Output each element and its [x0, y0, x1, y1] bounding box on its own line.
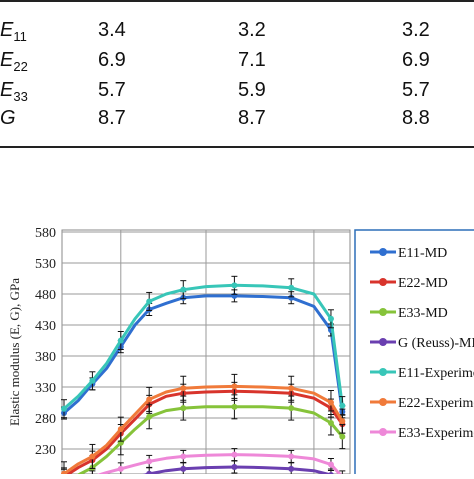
data-point: [146, 414, 152, 420]
y-tick-label: 480: [35, 288, 56, 303]
y-tick-label: 430: [35, 319, 56, 334]
data-point: [328, 420, 334, 426]
y-tick-label: 330: [35, 381, 56, 396]
data-point: [146, 298, 152, 304]
data-point: [118, 338, 124, 344]
data-point: [339, 418, 345, 424]
data-point: [231, 452, 237, 458]
chart-svg: 580530480430380330280230180 Elastic modu…: [0, 220, 474, 474]
data-point: [180, 287, 186, 293]
y-axis-label: Elastic modulus (E, G), GPa: [7, 278, 22, 426]
legend-label: E22-Experiment: [398, 396, 474, 411]
data-point: [89, 378, 95, 384]
legend-marker: [379, 338, 387, 346]
data-point: [180, 405, 186, 411]
data-point: [89, 453, 95, 459]
elastic-modulus-chart: 580530480430380330280230180 Elastic modu…: [0, 220, 474, 474]
table-cell: 6.9: [402, 47, 430, 73]
y-tick-label: 580: [35, 226, 56, 241]
y-tick-label: 380: [35, 350, 56, 365]
data-point: [288, 385, 294, 391]
data-point: [231, 464, 237, 470]
data-point: [328, 400, 334, 406]
table-top-rule: [0, 0, 474, 2]
legend-label: E33-Experiment: [398, 426, 474, 441]
data-point: [231, 404, 237, 410]
data-point: [288, 285, 294, 291]
y-tick-labels: 580530480430380330280230180: [35, 226, 56, 474]
y-tick-label: 230: [35, 443, 56, 458]
data-point: [288, 466, 294, 472]
data-point: [288, 453, 294, 459]
table-cell: 3.4: [98, 17, 126, 43]
data-point: [288, 405, 294, 411]
data-point: [180, 466, 186, 472]
legend-marker: [379, 278, 387, 286]
y-tick-label: 530: [35, 257, 56, 272]
data-point: [339, 434, 345, 440]
table-row-e33: E33 5.7 5.9 5.7: [0, 77, 474, 103]
legend-marker: [379, 308, 387, 316]
legend-label: E11-Experiment: [398, 366, 474, 381]
row-label: G: [0, 105, 16, 131]
table-row-e11: E11 3.4 3.2 3.2: [0, 17, 474, 43]
table-cell: 7.1: [238, 47, 266, 73]
data-point: [118, 426, 124, 432]
data-point: [180, 453, 186, 459]
table-cell: 8.8: [402, 105, 430, 131]
table-row-e22: E22 6.9 7.1 6.9: [0, 47, 474, 73]
table-row-g: G 8.7 8.7 8.8: [0, 105, 474, 131]
legend-marker: [379, 428, 387, 436]
table-cell: 6.9: [98, 47, 126, 73]
table-cell: 8.7: [238, 105, 266, 131]
legend-label: E33-MD: [398, 306, 448, 321]
data-point: [231, 282, 237, 288]
legend-marker: [379, 248, 387, 256]
table-cell: 5.7: [402, 77, 430, 103]
legend-marker: [379, 398, 387, 406]
data-point: [146, 458, 152, 464]
data-point: [118, 466, 124, 472]
row-label: E22: [0, 47, 28, 80]
data-table: E11 3.4 3.2 3.2 E22 6.9 7.1 6.9 E33 5.7 …: [0, 0, 474, 150]
legend-label: E22-MD: [398, 276, 448, 291]
table-cell: 5.7: [98, 77, 126, 103]
legend-label: E11-MD: [398, 246, 447, 261]
data-point: [231, 383, 237, 389]
table-cell: 8.7: [98, 105, 126, 131]
data-point: [328, 462, 334, 468]
data-point: [61, 406, 67, 412]
table-bottom-rule: [0, 146, 474, 148]
data-point: [180, 385, 186, 391]
legend-marker: [379, 368, 387, 376]
table-cell: 3.2: [238, 17, 266, 43]
data-point: [339, 403, 345, 409]
row-label: E11: [0, 17, 27, 50]
data-point: [146, 396, 152, 402]
y-tick-label: 280: [35, 412, 56, 427]
table-cell: 5.9: [238, 77, 266, 103]
legend-label: G (Reuss)-MD: [398, 336, 474, 351]
data-point: [328, 316, 334, 322]
table-cell: 3.2: [402, 17, 430, 43]
